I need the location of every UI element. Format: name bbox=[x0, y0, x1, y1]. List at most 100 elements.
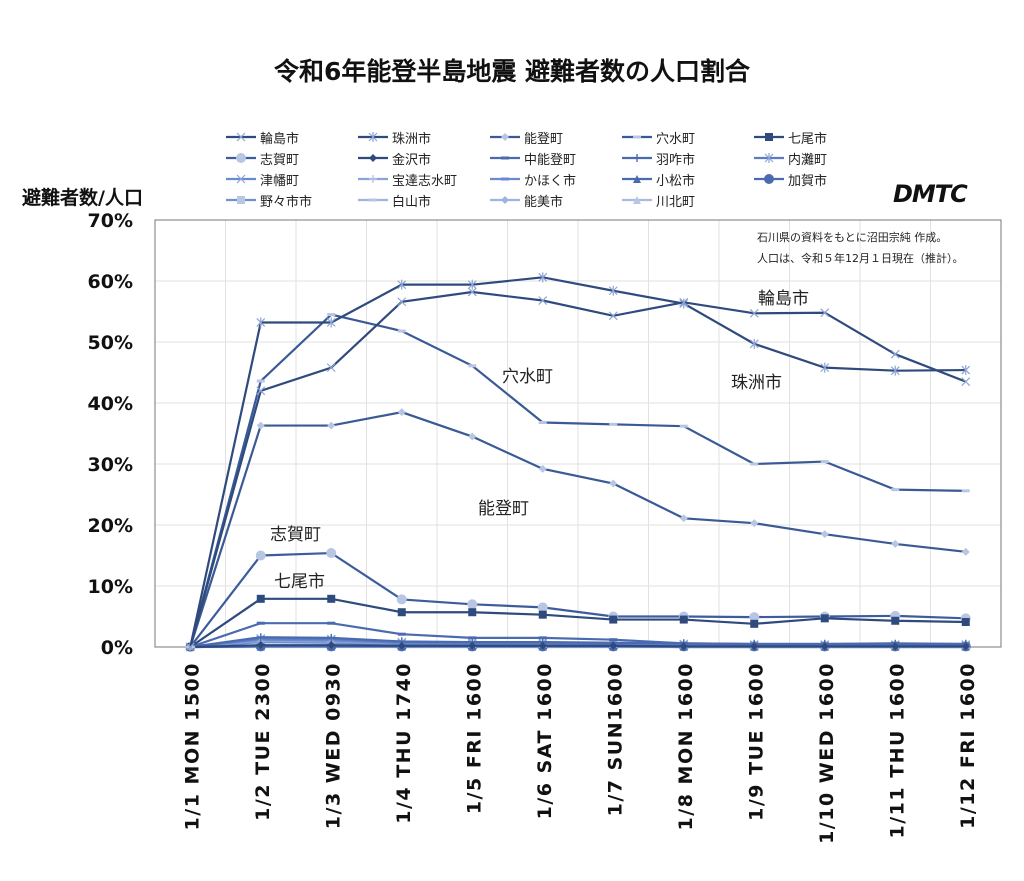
marker-dash bbox=[468, 364, 477, 368]
legend-item: かほく市 bbox=[488, 169, 620, 189]
legend-marker-icon bbox=[622, 154, 652, 162]
legend-marker-icon bbox=[622, 196, 652, 204]
legend-marker-icon bbox=[622, 135, 652, 139]
legend-label: 能登町 bbox=[524, 131, 564, 147]
legend-label: 珠洲市 bbox=[392, 131, 432, 147]
marker-square bbox=[538, 610, 547, 619]
legend-item: 珠洲市 bbox=[356, 127, 488, 147]
x-tick-label: 1/10 WED 1600 bbox=[816, 662, 838, 844]
series-annotation: 七尾市 bbox=[274, 572, 325, 592]
marker-dash bbox=[820, 460, 829, 464]
x-tick-label: 1/2 TUE 2300 bbox=[252, 662, 274, 821]
marker-dash bbox=[750, 462, 759, 466]
marker-plus bbox=[633, 154, 641, 162]
x-tick-label: 1/9 TUE 1600 bbox=[745, 662, 767, 821]
legend-marker-icon bbox=[754, 174, 784, 184]
source-note: 石川県の資料をもとに沼田宗純 作成。 bbox=[757, 230, 947, 244]
marker-x bbox=[256, 386, 266, 396]
legend-label: 穴水町 bbox=[656, 131, 696, 147]
marker-dash bbox=[397, 632, 406, 636]
marker-plus bbox=[327, 633, 336, 642]
marker-asterisk bbox=[608, 285, 618, 296]
marker-plus bbox=[369, 175, 377, 183]
legend-marker-icon bbox=[226, 174, 256, 184]
marker-diamond bbox=[891, 539, 900, 548]
marker-dash bbox=[468, 636, 477, 640]
x-tick-label: 1/7 SUN1600 bbox=[604, 662, 626, 816]
marker-diamond bbox=[679, 514, 688, 523]
marker-x bbox=[890, 349, 900, 359]
legend-item: 小松市 bbox=[620, 169, 752, 189]
legend-marker-icon bbox=[490, 196, 520, 204]
legend-item: 七尾市 bbox=[752, 127, 862, 147]
series-line bbox=[190, 644, 966, 649]
y-tick-label: 0% bbox=[101, 637, 133, 659]
legend-label: 羽咋市 bbox=[656, 152, 696, 168]
dmtc-logo: DMTC bbox=[893, 180, 968, 208]
y-tick-label: 50% bbox=[88, 332, 133, 354]
marker-dash bbox=[501, 177, 509, 181]
legend-label: 白山市 bbox=[392, 194, 432, 210]
marker-diamond bbox=[397, 408, 406, 417]
legend-marker-icon bbox=[490, 177, 520, 181]
legend-marker-icon bbox=[226, 196, 256, 204]
marker-circle bbox=[326, 548, 337, 559]
series-line bbox=[189, 290, 967, 648]
series-能登町 bbox=[186, 408, 970, 651]
marker-diamond bbox=[468, 641, 477, 650]
marker-circle bbox=[537, 602, 548, 613]
marker-diamond bbox=[538, 464, 547, 473]
legend-item: 加賀市 bbox=[752, 169, 862, 189]
marker-diamond bbox=[501, 133, 509, 141]
x-tick-label: 1/8 MON 1600 bbox=[675, 662, 697, 830]
x-tick-label: 1/12 FRI 1600 bbox=[957, 662, 979, 829]
marker-dash bbox=[327, 313, 336, 317]
marker-x bbox=[608, 311, 618, 321]
legend-item: 内灘町 bbox=[752, 148, 862, 168]
series-annotation: 輪島市 bbox=[758, 289, 809, 309]
y-tick-label: 70% bbox=[88, 210, 133, 232]
marker-diamond bbox=[501, 196, 509, 204]
marker-diamond bbox=[679, 642, 688, 651]
marker-circle bbox=[467, 599, 478, 610]
marker-diamond bbox=[256, 641, 265, 650]
marker-triangle bbox=[633, 196, 641, 204]
series-輪島市 bbox=[185, 287, 971, 652]
marker-circle bbox=[396, 594, 407, 605]
legend-label: 輪島市 bbox=[260, 131, 300, 147]
legend-item: 津幡町 bbox=[224, 169, 356, 189]
marker-asterisk bbox=[820, 362, 830, 373]
legend-item: 穴水町 bbox=[620, 127, 752, 147]
marker-diamond bbox=[538, 641, 547, 650]
marker-diamond bbox=[750, 519, 759, 528]
series-line bbox=[189, 597, 966, 648]
marker-dash bbox=[397, 329, 406, 333]
legend-marker-icon bbox=[226, 132, 256, 142]
y-tick-label: 30% bbox=[88, 454, 133, 476]
legend-label: 能美市 bbox=[524, 194, 564, 210]
marker-dash bbox=[679, 424, 688, 428]
marker-dash bbox=[538, 421, 547, 425]
legend-label: 野々市市 bbox=[260, 194, 313, 210]
marker-diamond bbox=[891, 642, 900, 651]
marker-diamond bbox=[609, 479, 618, 488]
x-tick-label: 1/5 FRI 1600 bbox=[463, 662, 485, 814]
legend-label: 川北町 bbox=[656, 194, 696, 210]
marker-x bbox=[236, 174, 246, 184]
marker-square bbox=[891, 616, 900, 625]
marker-square bbox=[961, 617, 970, 626]
legend-label: 中能登町 bbox=[524, 152, 577, 168]
marker-diamond bbox=[750, 642, 759, 651]
marker-asterisk bbox=[890, 365, 900, 376]
legend-label: 志賀町 bbox=[260, 152, 300, 168]
marker-diamond bbox=[397, 641, 406, 650]
marker-dash bbox=[538, 636, 547, 640]
y-tick-label: 60% bbox=[88, 271, 133, 293]
legend-item: 羽咋市 bbox=[620, 148, 752, 168]
legend-marker-icon bbox=[754, 153, 784, 163]
marker-asterisk bbox=[538, 272, 548, 283]
legend-item: 能美市 bbox=[488, 190, 620, 210]
marker-dash bbox=[891, 488, 900, 492]
legend-marker-icon bbox=[754, 133, 784, 141]
